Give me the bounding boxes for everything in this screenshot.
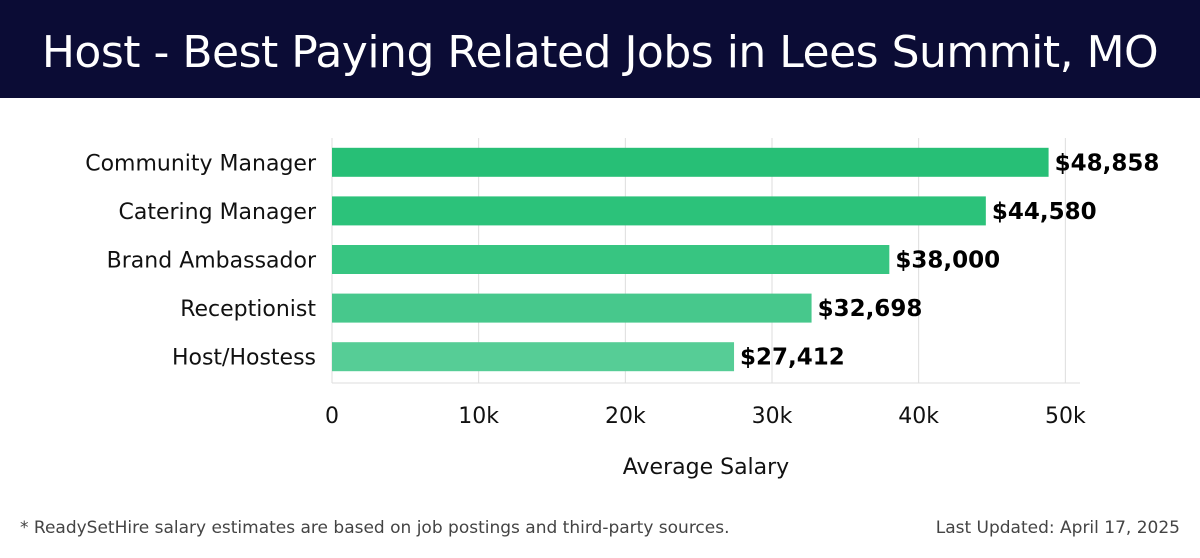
bar [332,342,735,372]
value-label: $44,580 [992,199,1097,225]
salary-bar-chart: Community Manager $48,858 Catering Manager… [85,138,1160,480]
x-tick-label: 40k [898,404,939,429]
bar [332,147,1049,177]
category-label: Community Manager [85,151,317,176]
value-label: $38,000 [895,248,1000,274]
last-updated: Last Updated: April 17, 2025 [935,518,1180,538]
x-tick-label: 50k [1045,404,1086,429]
x-tick-label: 20k [605,404,646,429]
bar [332,293,812,323]
category-label: Host/Hostess [172,346,316,371]
x-axis-title: Average Salary [623,455,789,480]
value-label: $48,858 [1055,150,1160,176]
value-label: $32,698 [818,296,923,322]
x-tick-label: 30k [752,404,793,429]
value-label: $27,412 [740,345,845,371]
x-tick-label: 0 [325,404,339,429]
bar [332,196,986,226]
category-label: Receptionist [180,297,316,322]
x-tick-label: 10k [458,404,499,429]
bar [332,245,890,274]
header-bar: Host - Best Paying Related Jobs in Lees … [0,0,1200,98]
page-title: Host - Best Paying Related Jobs in Lees … [41,27,1159,78]
category-label: Brand Ambassador [107,249,317,274]
footer-note: * ReadySetHire salary estimates are base… [20,518,730,538]
category-label: Catering Manager [119,200,317,225]
